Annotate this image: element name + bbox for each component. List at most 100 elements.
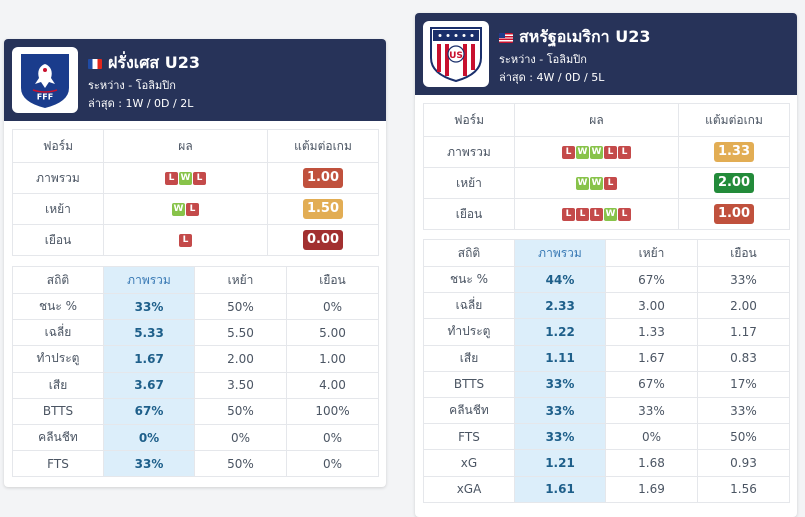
ppg-cell: 1.00: [678, 198, 790, 230]
form-row-label: เหย้า: [12, 193, 104, 225]
stat-away: 17%: [697, 370, 790, 398]
form-row: เยือน L L L W L 1.00: [423, 198, 790, 230]
us-soccer-logo-icon: US: [423, 21, 489, 87]
svg-text:FFF: FFF: [37, 93, 53, 102]
result-chip: L: [618, 146, 631, 159]
stat-overall: 1.67: [103, 345, 195, 373]
stat-away: 1.56: [697, 475, 790, 503]
ppg-badge: 2.00: [714, 173, 754, 193]
stat-away: 0%: [286, 450, 379, 478]
stat-overall: 33%: [103, 450, 195, 478]
stat-overall: 33%: [514, 396, 606, 425]
team-card-usa: US สหรัฐอเมริกา U23 ระหว่าง - โอลิมปิก ล…: [415, 13, 797, 517]
form-table: ฟอร์ม ผล แต้มต่อเกม ภาพรวม L W W L L 1.33 เหย้า…: [423, 103, 790, 230]
ppg-badge: 1.50: [303, 199, 343, 219]
result-chip: W: [172, 203, 185, 216]
stat-overall: 3.67: [103, 371, 195, 399]
stats-row: ทำประตู 1.67 2.00 1.00: [12, 345, 379, 373]
team-card-france: FFF ฝรั่งเศส U23 ระหว่าง - โอลิมปิก ล่าส…: [4, 39, 386, 487]
home-header: เหย้า: [605, 239, 698, 267]
result-chip: L: [165, 172, 178, 185]
form-row: ภาพรวม L W L 1.00: [12, 162, 379, 194]
result-header: ผล: [514, 103, 679, 137]
result-chip: L: [604, 177, 617, 190]
result-chip: L: [186, 203, 199, 216]
form-row-label: ภาพรวม: [12, 162, 104, 194]
result-chip: L: [179, 234, 192, 247]
result-chip: L: [604, 146, 617, 159]
team-name: ฝรั่งเศส U23: [88, 51, 200, 76]
stat-label: คลีนชีท: [423, 396, 515, 425]
ppg-cell: 1.33: [678, 136, 790, 168]
ppg-cell: 1.00: [267, 162, 379, 194]
stats-header: สถิติ: [12, 266, 104, 294]
stat-away: 1.17: [697, 318, 790, 346]
ppg-badge: 1.00: [303, 168, 343, 188]
stats-row: คลีนชีท 0% 0% 0%: [12, 423, 379, 452]
stat-label: ชนะ %: [423, 265, 515, 294]
usa-flag-icon: [499, 32, 513, 43]
stats-row: BTTS 33% 67% 17%: [423, 370, 790, 398]
stat-label: เฉลี่ย: [12, 319, 104, 347]
stat-overall: 1.21: [514, 449, 606, 477]
stat-away: 33%: [697, 265, 790, 294]
stats-row: xG 1.21 1.68 0.93: [423, 449, 790, 477]
stat-away: 33%: [697, 396, 790, 425]
stat-away: 100%: [286, 397, 379, 425]
stat-away: 0%: [286, 292, 379, 321]
stat-overall: 67%: [103, 397, 195, 425]
stats-row: เสีย 3.67 3.50 4.00: [12, 371, 379, 399]
stat-label: BTTS: [423, 370, 515, 398]
stat-overall: 5.33: [103, 319, 195, 347]
form-row: ภาพรวม L W W L L 1.33: [423, 136, 790, 168]
stat-home: 33%: [605, 396, 698, 425]
stats-row: เฉลี่ย 5.33 5.50 5.00: [12, 319, 379, 347]
competition-period: ระหว่าง - โอลิมปิก: [499, 53, 587, 66]
stat-home: 67%: [605, 265, 698, 294]
form-row: เหย้า W W L 2.00: [423, 167, 790, 199]
stat-label: xGA: [423, 475, 515, 503]
result-chip: L: [576, 208, 589, 221]
recent-record: ล่าสุด : 1W / 0D / 2L: [88, 97, 194, 110]
team-header: FFF ฝรั่งเศส U23 ระหว่าง - โอลิมปิก ล่าส…: [4, 39, 386, 121]
france-flag-icon: [88, 58, 102, 69]
form-header: ฟอร์ม: [423, 103, 515, 137]
stat-label: xG: [423, 449, 515, 477]
stat-home: 50%: [194, 292, 287, 321]
stat-home: 50%: [194, 450, 287, 478]
stat-home: 0%: [194, 423, 287, 452]
ppg-badge: 0.00: [303, 230, 343, 250]
ppg-cell: 0.00: [267, 224, 379, 256]
stat-label: เสีย: [12, 371, 104, 399]
fff-logo-icon: FFF: [12, 47, 78, 113]
stat-label: ทำประตู: [423, 318, 515, 346]
stat-home: 5.50: [194, 319, 287, 347]
stat-label: ชนะ %: [12, 292, 104, 321]
home-header: เหย้า: [194, 266, 287, 294]
stat-home: 1.68: [605, 449, 698, 477]
result-chip: L: [562, 146, 575, 159]
result-chip: L: [562, 208, 575, 221]
form-row: เหย้า W L 1.50: [12, 193, 379, 225]
stats-row: ทำประตู 1.22 1.33 1.17: [423, 318, 790, 346]
team-name-text: สหรัฐอเมริกา U23: [519, 27, 651, 46]
result-chip: W: [604, 208, 617, 221]
stats-row: ชนะ % 44% 67% 33%: [423, 265, 790, 294]
form-header: ฟอร์ม: [12, 129, 104, 163]
stats-row: เฉลี่ย 2.33 3.00 2.00: [423, 292, 790, 320]
result-chip: L: [618, 208, 631, 221]
result-chip: L: [193, 172, 206, 185]
stat-home: 1.69: [605, 475, 698, 503]
stats-table: สถิติ ภาพรวม เหย้า เยือน ชนะ % 44% 67% 33% เ…: [423, 239, 790, 503]
result-chip: W: [179, 172, 192, 185]
stat-overall: 2.33: [514, 292, 606, 320]
team-name: สหรัฐอเมริกา U23: [499, 25, 650, 50]
form-row: เยือน L 0.00: [12, 224, 379, 256]
form-row-label: ภาพรวม: [423, 136, 515, 168]
result-header: ผล: [103, 129, 268, 163]
ppg-header: แต้มต่อเกม: [267, 129, 379, 163]
